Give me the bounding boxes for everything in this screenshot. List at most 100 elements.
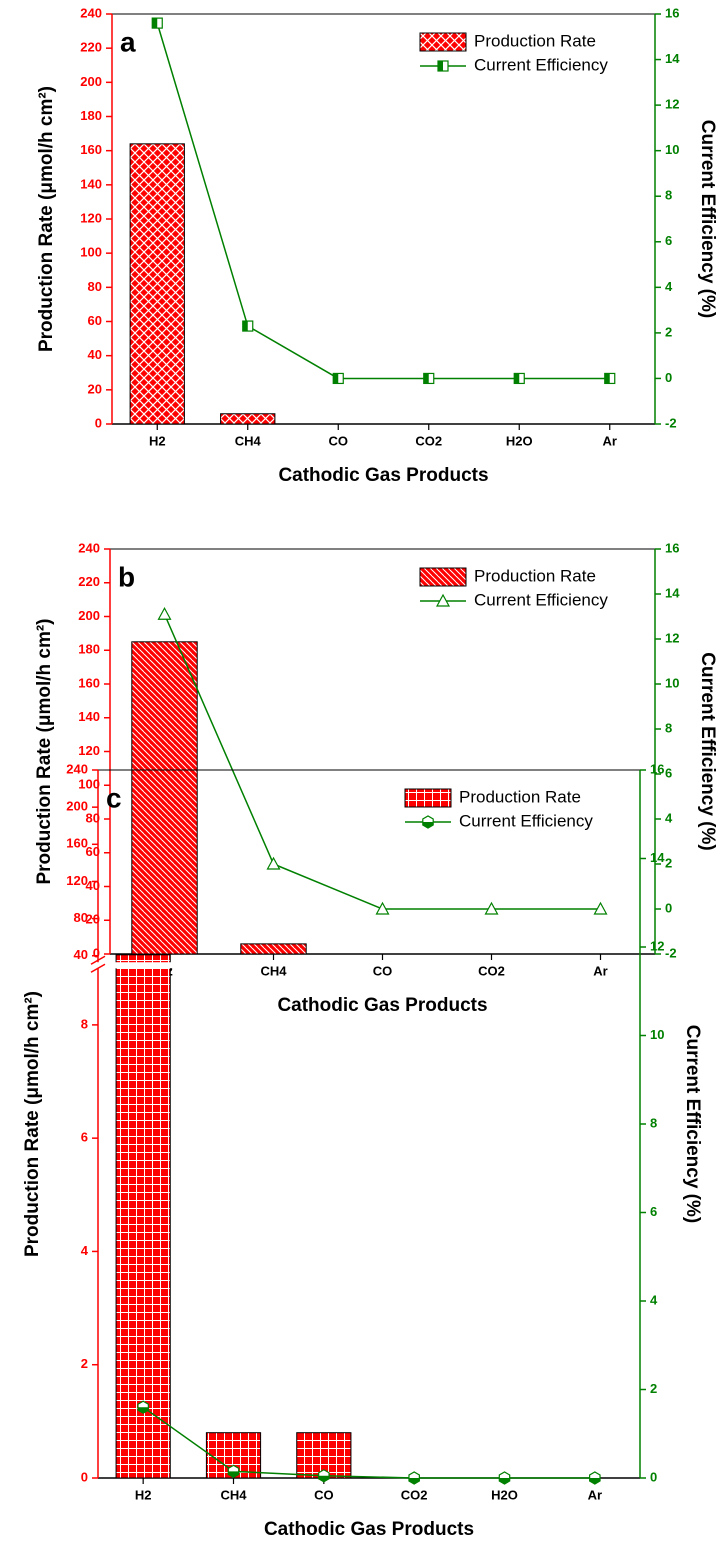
marker-half xyxy=(589,1478,601,1484)
bar xyxy=(240,943,307,955)
x-tick-label: Ar xyxy=(593,963,607,978)
x-tick-label: H2O xyxy=(506,433,533,448)
y-tick-label: 140 xyxy=(78,709,100,724)
y-tick-label: 180 xyxy=(78,642,100,657)
y2-tick-label: 6 xyxy=(665,233,672,248)
y-tick-label: 0 xyxy=(95,415,102,430)
x-tick-label: CH4 xyxy=(235,433,262,448)
x-tick-label: CO xyxy=(314,1487,334,1502)
legend-marker xyxy=(435,593,451,607)
marker xyxy=(375,901,390,915)
legend-label: Production Rate xyxy=(459,787,581,806)
x-tick-label: CH4 xyxy=(220,1487,247,1502)
y-tick-label: 240 xyxy=(78,540,100,555)
marker-half xyxy=(422,822,434,828)
y2-tick-label: 0 xyxy=(665,370,672,385)
marker-half xyxy=(333,373,339,384)
marker-half xyxy=(137,1407,149,1414)
y-tick-label: 180 xyxy=(80,108,102,123)
marker xyxy=(266,856,281,870)
y-tick-label: 80 xyxy=(88,279,102,294)
y2-tick-label: 8 xyxy=(665,720,672,735)
legend-swatch xyxy=(419,567,467,587)
y-tick-label: 2 xyxy=(81,1356,88,1371)
marker xyxy=(408,1471,420,1485)
legend-marker xyxy=(437,60,449,72)
y-tick-label: 220 xyxy=(80,40,102,55)
marker xyxy=(137,1400,149,1414)
marker xyxy=(589,1471,601,1485)
y-tick-label: 8 xyxy=(81,1016,88,1031)
y-tick-label: 0 xyxy=(93,945,100,960)
x-tick-label: CO xyxy=(329,433,349,448)
x-axis-title: Cathodic Gas Products xyxy=(264,1519,474,1540)
y2-tick-label: 12 xyxy=(665,630,679,645)
y-tick-label: 4 xyxy=(81,1243,89,1258)
bar xyxy=(115,954,171,1479)
x-tick-label: H2O xyxy=(491,1487,518,1502)
y2-tick-label: 2 xyxy=(665,855,672,870)
marker xyxy=(151,17,163,29)
y-tick-label: 200 xyxy=(66,799,88,814)
y2-tick-label: 10 xyxy=(665,675,679,690)
legend-label: Production Rate xyxy=(474,31,596,50)
legend-swatch xyxy=(404,788,452,808)
marker-half xyxy=(604,373,610,384)
x-tick-label: Ar xyxy=(603,433,617,448)
x-tick-label: CO2 xyxy=(478,963,505,978)
y2-tick-label: 4 xyxy=(665,810,673,825)
bar xyxy=(220,413,276,425)
y2-tick-label: 16 xyxy=(650,761,664,776)
y2-tick-label: 2 xyxy=(650,1381,657,1396)
line xyxy=(142,1406,595,1479)
marker xyxy=(484,901,499,915)
marker-half xyxy=(499,1478,510,1484)
axis-break xyxy=(90,955,106,973)
y2-tick-label: -2 xyxy=(665,945,677,960)
y-tick-label: 120 xyxy=(78,743,100,758)
y2-tick-label: 14 xyxy=(665,585,680,600)
marker-half xyxy=(408,1478,420,1484)
marker-half xyxy=(242,321,248,332)
marker-half xyxy=(423,373,429,384)
y2-tick-label: 14 xyxy=(650,850,665,865)
y2-tick-label: 16 xyxy=(665,540,679,555)
y2-tick-label: 8 xyxy=(665,188,672,203)
bar xyxy=(131,641,198,955)
y-tick-label: 6 xyxy=(81,1130,88,1145)
y2-tick-label: 0 xyxy=(650,1469,657,1484)
marker-half xyxy=(318,1475,330,1482)
x-axis-title: Cathodic Gas Products xyxy=(278,465,488,486)
marker xyxy=(227,1464,240,1479)
y2-tick-label: 6 xyxy=(665,765,672,780)
y-tick-label: 140 xyxy=(80,176,102,191)
marker xyxy=(593,901,608,915)
x-tick-label: CO xyxy=(373,963,393,978)
y-tick-label: 100 xyxy=(78,777,100,792)
line xyxy=(156,22,610,380)
x-tick-label: H2 xyxy=(135,1487,152,1502)
y-axis-title: Production Rate (μmol/h cm²) xyxy=(22,991,43,1257)
y-axis-title: Production Rate (μmol/h cm²) xyxy=(36,86,57,352)
y-tick-label: 160 xyxy=(78,675,100,690)
y2-tick-label: 4 xyxy=(650,1292,658,1307)
legend-label: Current Efficiency xyxy=(459,811,593,830)
marker xyxy=(604,372,616,385)
y2-tick-label: 6 xyxy=(650,1204,657,1219)
y-tick-label: 200 xyxy=(78,608,100,623)
line xyxy=(163,613,601,910)
legend-marker xyxy=(422,815,434,829)
legend-label: Current Efficiency xyxy=(474,55,608,74)
y-tick-label: 60 xyxy=(86,844,100,859)
y-tick-label: 0 xyxy=(81,1469,88,1484)
y2-tick-label: 0 xyxy=(665,900,672,915)
x-tick-label: H2 xyxy=(149,433,166,448)
y-tick-label: 120 xyxy=(66,873,88,888)
x-axis-title: Cathodic Gas Products xyxy=(277,995,487,1016)
y-tick-label: 80 xyxy=(74,910,88,925)
legend-label: Current Efficiency xyxy=(474,590,608,609)
y-tick-label: 40 xyxy=(88,347,102,362)
axis-break-gap xyxy=(96,962,173,969)
y2-tick-label: -2 xyxy=(665,415,677,430)
panel-label: a xyxy=(120,26,136,57)
